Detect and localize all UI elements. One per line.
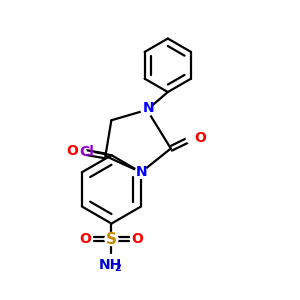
Text: 2: 2: [115, 262, 122, 273]
Text: NH: NH: [98, 258, 122, 272]
Circle shape: [74, 146, 86, 158]
Text: O: O: [195, 131, 206, 145]
Text: N: N: [143, 101, 154, 116]
Circle shape: [186, 132, 198, 144]
Text: S: S: [106, 232, 117, 247]
Circle shape: [135, 166, 147, 178]
Circle shape: [141, 104, 153, 116]
Text: Cl: Cl: [79, 145, 94, 159]
Text: O: O: [66, 145, 78, 158]
Circle shape: [105, 232, 118, 246]
Text: O: O: [80, 232, 91, 246]
Text: N: N: [135, 165, 147, 179]
Text: O: O: [132, 232, 144, 246]
